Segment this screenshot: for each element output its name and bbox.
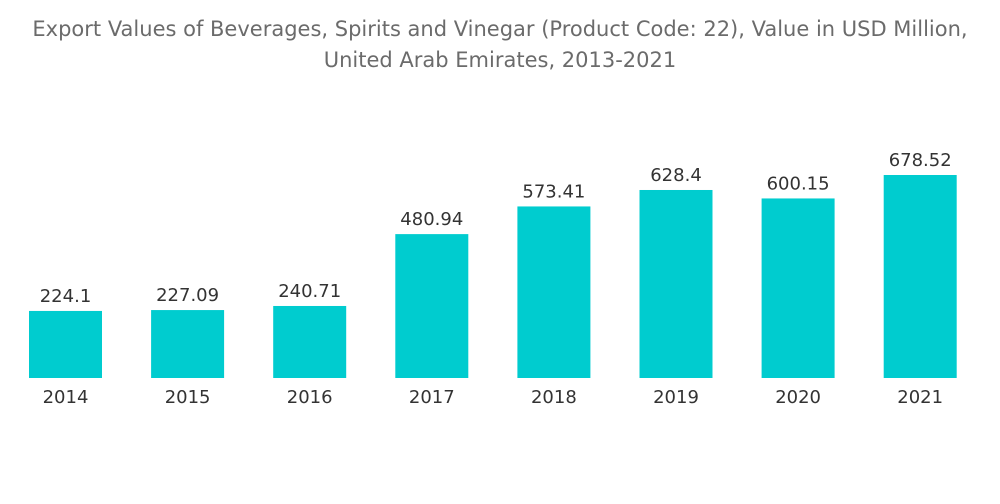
value-label-2019: 628.4 — [650, 165, 702, 186]
bar-2021 — [883, 175, 957, 378]
x-tick-label-2018: 2018 — [531, 387, 577, 408]
bar-group — [29, 175, 957, 378]
x-tick-label-group: 2014 2015 2016 2017 2018 2019 2020 2021 — [43, 387, 944, 408]
bar-2017 — [395, 234, 469, 378]
value-label-2015: 227.09 — [156, 285, 219, 306]
bar-2020 — [761, 198, 835, 378]
chart-title-line-2: United Arab Emirates, 2013-2021 — [323, 48, 677, 72]
bar-2019 — [639, 189, 713, 378]
chart-title-line-1: Export Values of Beverages, Spirits and … — [32, 17, 968, 41]
x-tick-label-2016: 2016 — [287, 387, 333, 408]
value-label-2017: 480.94 — [400, 209, 463, 230]
value-label-2014: 224.1 — [40, 286, 92, 307]
x-tick-label-2014: 2014 — [43, 387, 89, 408]
value-label-2016: 240.71 — [278, 281, 341, 302]
x-tick-label-2020: 2020 — [775, 387, 821, 408]
value-label-2021: 678.52 — [889, 150, 952, 171]
x-tick-label-2017: 2017 — [409, 387, 455, 408]
value-label-group: 224.1 227.09 240.71 480.94 573.41 628.4 600.15… — [40, 150, 952, 307]
x-tick-label-2015: 2015 — [165, 387, 211, 408]
value-label-2018: 573.41 — [522, 181, 585, 202]
x-tick-label-2021: 2021 — [897, 387, 943, 408]
bar-2015 — [151, 310, 225, 378]
x-tick-label-2019: 2019 — [653, 387, 699, 408]
bar-2014 — [29, 310, 102, 378]
value-label-2020: 600.15 — [767, 173, 830, 194]
chart-title: Export Values of Beverages, Spirits and … — [0, 14, 1000, 76]
bar-2016 — [273, 305, 347, 378]
bar-2018 — [517, 206, 591, 378]
